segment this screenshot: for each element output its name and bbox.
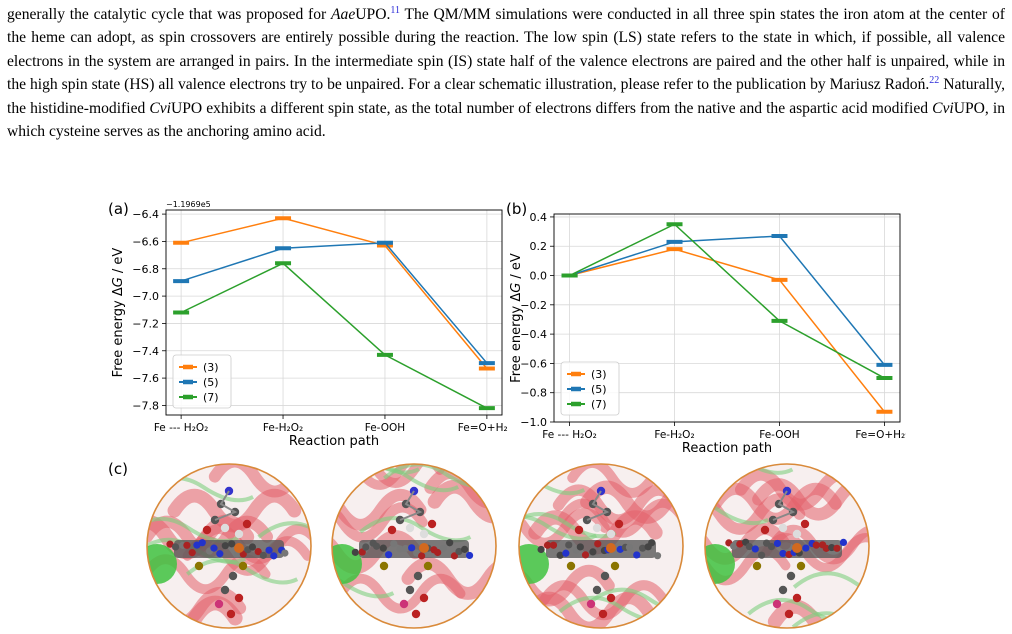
series-line-5 <box>180 242 488 364</box>
x-tick-label: Fe-H₂O₂ <box>263 422 303 434</box>
text-run: UPO. <box>355 6 391 23</box>
legend-entry: (5) <box>203 376 219 389</box>
legend-entry: (3) <box>591 368 607 381</box>
panel-label-a: (a) <box>108 200 129 218</box>
y-label-prefix: Free energy Δ <box>111 287 126 377</box>
structure-3 <box>519 464 683 628</box>
text-run: UPO exhibits a different spin state, as … <box>171 99 933 117</box>
y-tick-label: −0.4 <box>520 328 547 341</box>
x-axis-label: Reaction path <box>289 434 379 449</box>
y-label-suffix: / eV <box>509 253 524 283</box>
x-tick-label: Fe --- H₂O₂ <box>154 422 209 434</box>
y-label-var: G <box>111 277 126 287</box>
structure-border <box>518 463 684 629</box>
italic-term: Cvi <box>932 99 954 117</box>
text-run: Naturally, the histidine-modified <box>7 76 1006 117</box>
x-tick-label: Fe --- H₂O₂ <box>542 429 597 441</box>
y-tick-label: −6.8 <box>132 263 159 276</box>
y-axis-label: Free energy ΔG / eV <box>509 253 524 383</box>
structure-border <box>146 463 312 629</box>
structure-2 <box>332 464 496 628</box>
y-tick-label: −6.6 <box>132 235 159 248</box>
series-line-7 <box>569 223 885 379</box>
x-axis-label: Reaction path <box>682 441 772 456</box>
y-label-var: G <box>509 283 524 293</box>
x-tick-label: Fe=O+H₂O <box>458 422 508 434</box>
y-tick-label: −0.6 <box>520 357 547 370</box>
x-tick-label: Fe=O+H₂O <box>855 429 906 441</box>
legend-entry: (3) <box>203 361 219 374</box>
x-tick-label: Fe-OOH <box>759 429 799 441</box>
italic-term: Aae <box>331 6 356 23</box>
structure-border <box>331 463 497 629</box>
citation-ref[interactable]: 22 <box>929 75 940 87</box>
body-paragraph: generally the catalytic cycle that was p… <box>7 3 1005 143</box>
series-line-3 <box>569 248 886 413</box>
series-line-7 <box>180 262 488 409</box>
panel-label-c: (c) <box>108 460 128 478</box>
y-tick-label: −7.0 <box>132 290 159 303</box>
y-tick-label: −0.2 <box>520 299 547 312</box>
plot-frame <box>553 213 901 423</box>
italic-term: Cvi <box>149 99 171 117</box>
y-label-prefix: Free energy Δ <box>509 293 524 383</box>
y-tick-label: −7.2 <box>132 317 159 330</box>
plot-frame <box>165 209 503 416</box>
legend-entry: (7) <box>591 398 607 411</box>
text-run: The QM/MM simulations were conducted in … <box>7 6 1005 94</box>
y-label-suffix: / eV <box>111 248 126 278</box>
structure-1 <box>147 464 311 628</box>
text-run: generally the catalytic cycle that was p… <box>7 6 332 23</box>
series-line-5 <box>569 235 886 366</box>
y-tick-label: 0.2 <box>530 240 548 253</box>
y-tick-label: 0.4 <box>530 211 548 224</box>
chart-b: 0.4 0.2 0.0 −0.2 −0.4 −0.6 −0.8 −1.0Fe --- H₂O₂… <box>509 211 906 456</box>
structure-border <box>704 463 870 629</box>
panel-label-b: (b) <box>506 200 528 218</box>
molecular-structures-panel <box>146 463 870 629</box>
series-line-3 <box>180 217 488 370</box>
text-run: UPO, in which cysteine serves as the anc… <box>7 99 1005 141</box>
y-tick-label: −0.8 <box>520 387 547 400</box>
y-tick-label: −7.4 <box>132 345 159 358</box>
y-tick-label: 0.0 <box>530 270 548 283</box>
legend-entry: (7) <box>203 391 219 404</box>
chart-a: −6.4 −6.6 −6.8 −7.0 −7.2 −7.4 −7.6 −7.8 Fe --- H… <box>111 200 508 449</box>
y-tick-label: −6.4 <box>132 208 159 221</box>
citation-ref[interactable]: 11 <box>390 4 400 16</box>
x-tick-label: Fe-OOH <box>365 422 405 434</box>
y-tick-label: −1.0 <box>520 416 547 429</box>
legend-entry: (5) <box>591 383 607 396</box>
y-axis-label: Free energy ΔG / eV <box>111 248 126 378</box>
axis-offset-label: −1.1969e5 <box>166 200 211 209</box>
structure-4 <box>705 464 869 628</box>
x-tick-label: Fe-H₂O₂ <box>654 429 694 441</box>
y-tick-label: −7.6 <box>132 372 159 385</box>
y-tick-label: −7.8 <box>132 399 159 412</box>
